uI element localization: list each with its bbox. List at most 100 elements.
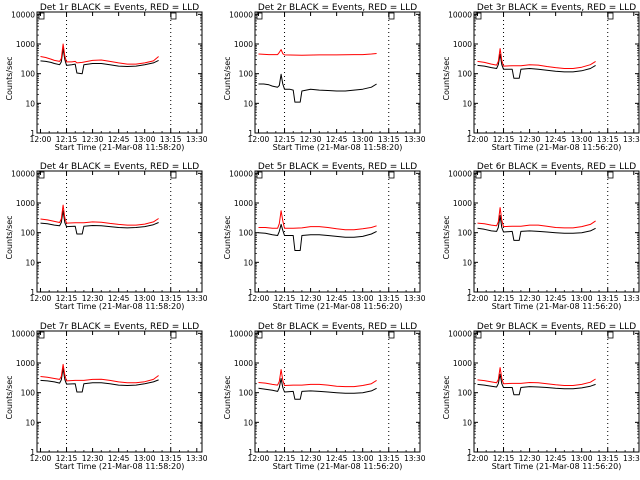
x-tick-label: 13:15 [160, 135, 182, 144]
detector-panel-3: Det 3r BLACK = Events, RED = LLD 12:00 12:… [442, 3, 640, 152]
x-tick-label: 13:30 [623, 294, 640, 303]
x-tick-label: 12:30 [519, 294, 541, 303]
x-tick-label: 13:30 [623, 454, 640, 463]
y-tick-label: 100 [458, 389, 473, 398]
x-tick-label: 12:00 [248, 454, 270, 463]
y-tick-label: 10000 [448, 10, 472, 19]
x-tick-label: 12:30 [519, 135, 541, 144]
panel-title: Det 6r BLACK = Events, RED = LLD [477, 162, 636, 172]
x-tick-label: 13:15 [378, 294, 400, 303]
x-tick-label: 12:45 [326, 454, 348, 463]
plot-frame [254, 170, 421, 293]
x-axis-label: Start Time (21-Mar-08 11:56:20) [492, 143, 622, 152]
x-tick-label: 12:00 [467, 135, 489, 144]
y-tick-label: 1000 [234, 359, 253, 368]
y-tick-label: 10 [243, 99, 253, 108]
x-tick-label: 13:00 [134, 294, 156, 303]
corner-box [607, 331, 614, 339]
x-tick-label: 12:00 [467, 454, 489, 463]
corner-box [388, 12, 395, 20]
y-axis-label: Counts/sec [442, 215, 451, 259]
lld-line [258, 369, 377, 388]
corner-box [607, 12, 614, 20]
x-tick-label: 12:15 [56, 135, 78, 144]
lld-line [477, 48, 596, 69]
lld-line [477, 207, 596, 229]
y-tick-label: 1 [30, 129, 35, 138]
x-tick-label: 12:45 [108, 454, 130, 463]
y-axis-label: Counts/sec [5, 215, 14, 259]
events-line [477, 373, 596, 396]
plot-frame [254, 330, 421, 453]
panel-title: Det 1r BLACK = Events, RED = LLD [40, 3, 199, 13]
x-tick-label: 12:45 [326, 135, 348, 144]
x-axis-label: Start Time (21-Mar-08 11:56:20) [492, 462, 622, 471]
x-axis-label: Start Time (21-Mar-08 11:58:20) [55, 143, 185, 152]
detector-panel-6: Det 6r BLACK = Events, RED = LLD 12:00 12:… [442, 162, 640, 311]
events-line [258, 223, 377, 251]
y-tick-label: 100 [239, 229, 254, 238]
lld-line [258, 210, 377, 231]
x-tick-label: 12:45 [545, 135, 567, 144]
detector-panel-9: Det 9r BLACK = Events, RED = LLD 12:00 12:… [442, 322, 640, 471]
events-line [40, 48, 159, 75]
x-tick-label: 12:30 [300, 294, 322, 303]
corner-box [170, 331, 177, 339]
x-tick-label: 12:30 [82, 454, 104, 463]
y-tick-label: 1000 [453, 40, 472, 49]
x-tick-label: 12:15 [274, 135, 296, 144]
x-tick-label: 12:30 [300, 454, 322, 463]
x-tick-label: 13:30 [623, 135, 640, 144]
y-tick-label: 100 [458, 70, 473, 79]
x-tick-label: 12:00 [30, 135, 52, 144]
detector-panel-8: Det 8r BLACK = Events, RED = LLD 12:00 12:… [223, 322, 426, 471]
y-tick-label: 10000 [229, 329, 253, 338]
lld-line [40, 363, 159, 384]
x-tick-label: 13:15 [160, 294, 182, 303]
detector-panel-5: Det 5r BLACK = Events, RED = LLD 12:00 12:… [223, 162, 426, 311]
y-tick-label: 10 [25, 99, 35, 108]
x-tick-label: 12:45 [545, 294, 567, 303]
y-tick-label: 1 [30, 288, 35, 297]
y-tick-label: 1000 [234, 199, 253, 208]
x-axis-label: Start Time (21-Mar-08 11:56:20) [492, 302, 622, 311]
lld-line [40, 43, 159, 65]
x-tick-label: 12:15 [493, 294, 515, 303]
corner-box [607, 171, 614, 179]
y-axis-label: Counts/sec [223, 215, 232, 259]
x-tick-label: 12:45 [108, 135, 130, 144]
y-tick-label: 1000 [16, 40, 35, 49]
x-tick-label: 13:30 [404, 135, 426, 144]
y-tick-label: 1000 [16, 359, 35, 368]
y-tick-label: 100 [21, 70, 36, 79]
y-tick-label: 10 [462, 99, 472, 108]
detector-panel-4: Det 4r BLACK = Events, RED = LLD 12:00 12:… [5, 162, 208, 311]
x-tick-label: 13:00 [571, 294, 593, 303]
y-tick-label: 1000 [234, 40, 253, 49]
y-tick-label: 10000 [448, 169, 472, 178]
events-line [258, 73, 377, 103]
events-line [40, 210, 159, 235]
lld-line [477, 367, 596, 386]
x-tick-label: 12:00 [248, 135, 270, 144]
plot-frame [36, 170, 203, 293]
x-tick-label: 13:00 [571, 454, 593, 463]
detector-panel-7: Det 7r BLACK = Events, RED = LLD 12:00 12:… [5, 322, 208, 471]
detector-panel-1: Det 1r BLACK = Events, RED = LLD 12:00 12:… [5, 3, 208, 152]
x-tick-label: 13:30 [404, 454, 426, 463]
y-tick-label: 10 [243, 258, 253, 267]
x-tick-label: 12:15 [56, 454, 78, 463]
y-tick-label: 10 [462, 258, 472, 267]
y-tick-label: 1 [248, 129, 253, 138]
y-tick-label: 10 [25, 258, 35, 267]
x-tick-label: 13:00 [352, 294, 374, 303]
x-tick-label: 12:30 [300, 135, 322, 144]
corner-box [388, 331, 395, 339]
x-tick-label: 12:15 [56, 294, 78, 303]
y-tick-label: 1 [30, 448, 35, 457]
y-tick-label: 100 [458, 229, 473, 238]
y-axis-label: Counts/sec [223, 375, 232, 419]
y-tick-label: 1000 [453, 359, 472, 368]
x-tick-label: 12:00 [30, 294, 52, 303]
events-line [477, 215, 596, 241]
